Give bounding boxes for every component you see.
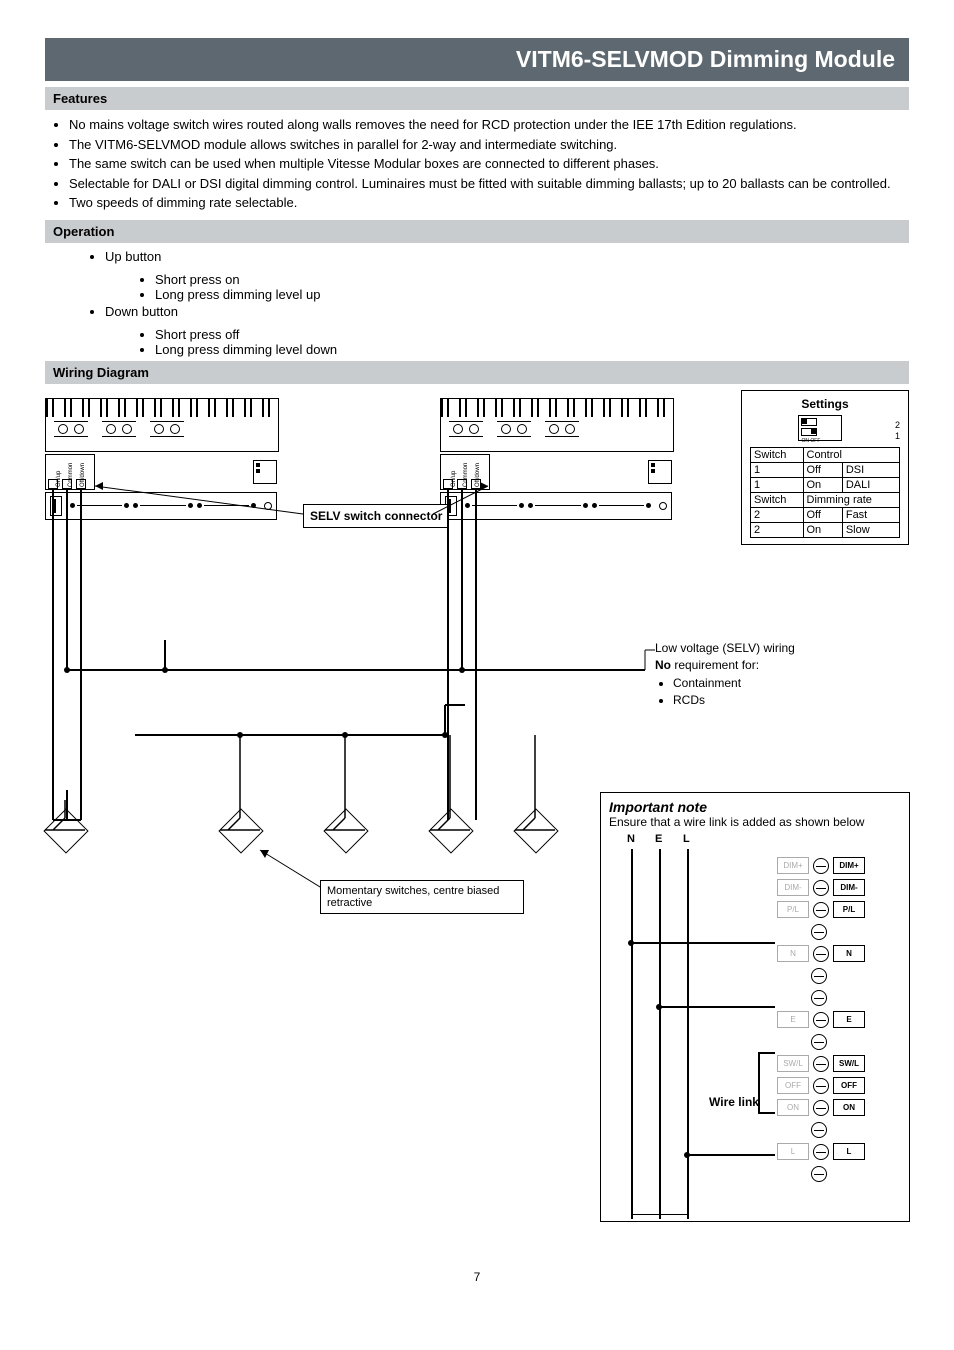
section-features: Features	[45, 87, 909, 110]
op-up-item: Short press on	[155, 272, 909, 287]
op-down: Down button	[105, 304, 909, 319]
feature-item: The same switch can be used when multipl…	[69, 155, 909, 173]
wiring-diagram: On/up Common Off/down	[45, 390, 909, 1260]
switch-symbol	[505, 800, 565, 860]
features-list: No mains voltage switch wires routed alo…	[45, 116, 909, 212]
op-down-item: Short press off	[155, 327, 909, 342]
section-wiring: Wiring Diagram	[45, 361, 909, 384]
settings-panel: Settings ON OFF 2 1 SwitchControl 1OffDS…	[741, 390, 909, 545]
dip-switch-icon: ON OFF	[798, 415, 842, 441]
switch-symbol	[315, 800, 375, 860]
switch-symbol	[420, 800, 480, 860]
feature-item: Selectable for DALI or DSI digital dimmi…	[69, 175, 909, 193]
operation-list: Up button	[45, 249, 909, 264]
settings-table-control: SwitchControl 1OffDSI 1OnDALI SwitchDimm…	[750, 447, 900, 538]
selv-notes: Low voltage (SELV) wiring No requirement…	[655, 640, 795, 709]
op-up-item: Long press dimming level up	[155, 287, 909, 302]
important-text: Ensure that a wire link is added as show…	[609, 815, 901, 829]
page-title: VITM6-SELVMOD Dimming Module	[45, 38, 909, 81]
switch-symbol	[35, 800, 95, 860]
feature-item: Two speeds of dimming rate selectable.	[69, 194, 909, 212]
op-down-item: Long press dimming level down	[155, 342, 909, 357]
settings-title: Settings	[750, 397, 900, 411]
feature-item: The VITM6-SELVMOD module allows switches…	[69, 136, 909, 154]
page-number: 7	[45, 1270, 909, 1284]
section-operation: Operation	[45, 220, 909, 243]
op-up: Up button	[105, 249, 909, 264]
momentary-label: Momentary switches, centre biased retrac…	[320, 880, 524, 914]
switch-symbol	[210, 800, 270, 860]
feature-item: No mains voltage switch wires routed alo…	[69, 116, 909, 134]
terminal-diagram: N E L Wire link	[609, 835, 903, 1215]
important-title: Important note	[609, 799, 901, 815]
important-note-box: Important note Ensure that a wire link i…	[600, 792, 910, 1222]
